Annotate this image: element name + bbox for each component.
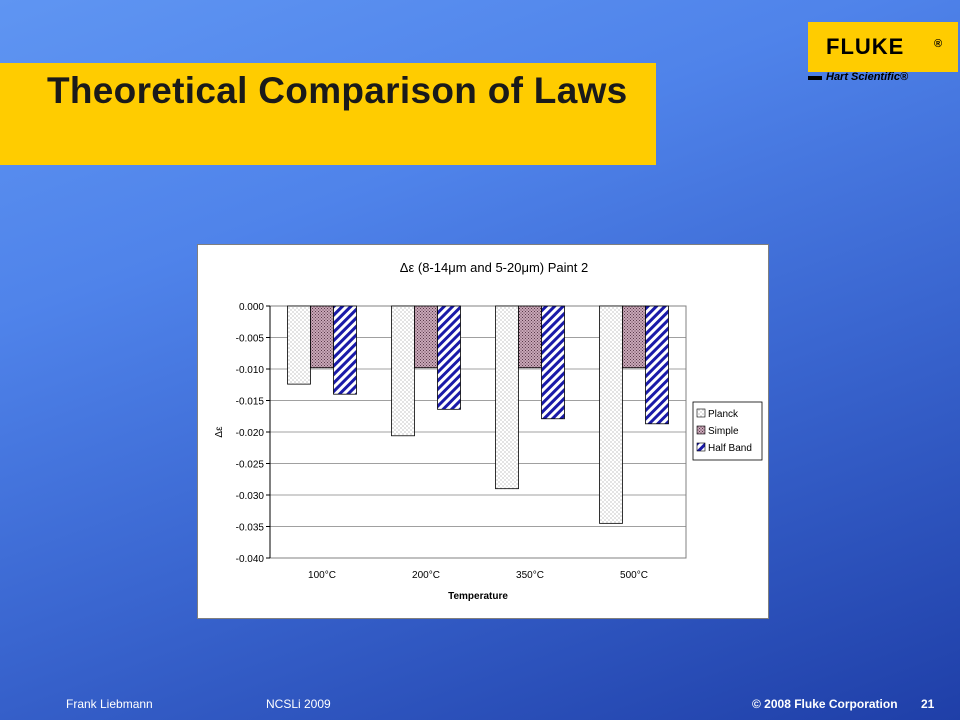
x-axis-label: Temperature bbox=[448, 591, 508, 602]
logo-dash bbox=[808, 76, 822, 80]
y-tick-label: -0.010 bbox=[236, 365, 265, 376]
logo-brand: FLUKE bbox=[826, 34, 905, 59]
legend-label: Planck bbox=[708, 409, 739, 420]
bar-planck bbox=[495, 305, 519, 490]
legend-swatch bbox=[696, 442, 706, 452]
logo-registered: ® bbox=[934, 38, 943, 50]
bar-simple bbox=[310, 305, 334, 369]
footer-page-number: 21 bbox=[921, 697, 935, 711]
y-tick-label: -0.005 bbox=[236, 334, 265, 345]
bar-planck bbox=[391, 305, 415, 437]
logo-subbrand: Hart Scientific® bbox=[826, 71, 909, 83]
chart-svg: Δε (8-14μm and 5-20μm) Paint 2 0.000 -0.00… bbox=[214, 260, 763, 602]
bar-simple bbox=[518, 305, 542, 369]
bar-half-band bbox=[541, 305, 565, 420]
bar-simple bbox=[414, 305, 438, 369]
fluke-logo: FLUKE ® bbox=[808, 22, 958, 72]
footer-author: Frank Liebmann bbox=[66, 697, 153, 711]
x-tick-label: 200°C bbox=[412, 570, 440, 581]
legend-swatch bbox=[696, 408, 706, 418]
y-tick-label: -0.040 bbox=[236, 554, 265, 565]
x-tick-label: 350°C bbox=[516, 570, 544, 581]
chart-title: Δε (8-14μm and 5-20μm) Paint 2 bbox=[400, 260, 588, 275]
legend-label: Simple bbox=[708, 426, 739, 437]
bar-simple bbox=[622, 305, 646, 369]
footer-event: NCSLi 2009 bbox=[266, 697, 331, 711]
legend-label: Half Band bbox=[708, 443, 752, 454]
bar-half-band bbox=[437, 305, 461, 410]
bar-planck bbox=[599, 305, 623, 524]
y-tick-label: -0.020 bbox=[236, 428, 265, 439]
bar-planck bbox=[287, 305, 311, 385]
x-tick-label: 500°C bbox=[620, 570, 648, 581]
y-tick-label: -0.025 bbox=[236, 460, 265, 471]
y-tick-label: -0.015 bbox=[236, 397, 265, 408]
y-tick-label: 0.000 bbox=[239, 302, 264, 313]
footer-copyright: © 2008 Fluke Corporation bbox=[752, 697, 898, 711]
slide-title: Theoretical Comparison of Laws bbox=[47, 70, 628, 111]
y-tick-label: -0.035 bbox=[236, 523, 265, 534]
bar-half-band bbox=[333, 305, 357, 395]
chart-frame: Δε (8-14μm and 5-20μm) Paint 2 0.000 -0.00… bbox=[197, 244, 769, 619]
bar-half-band bbox=[645, 305, 669, 425]
y-axis-label: Δε bbox=[214, 426, 225, 438]
legend-swatch bbox=[696, 425, 706, 435]
y-tick-label: -0.030 bbox=[236, 491, 265, 502]
x-tick-label: 100°C bbox=[308, 570, 336, 581]
title-bar: Theoretical Comparison of Laws bbox=[0, 63, 656, 165]
